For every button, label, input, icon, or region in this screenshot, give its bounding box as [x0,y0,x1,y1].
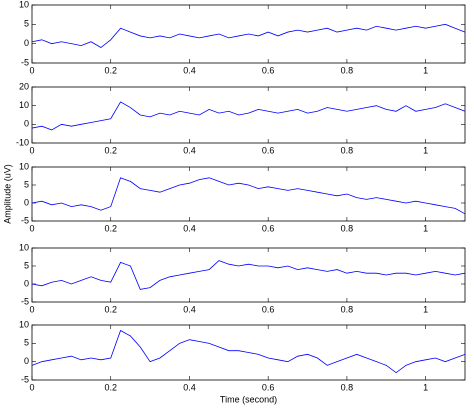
y-tick-label: 20 [19,81,29,91]
y-tick-label: 0 [24,278,29,288]
y-tick-label: -10 [16,137,29,147]
y-tick-label: 10 [19,242,29,252]
x-tick-label: 0.8 [341,145,354,155]
x-tick-label: 0 [29,65,34,75]
x-tick-label: 1 [423,65,428,75]
y-tick-label: 0 [24,197,29,207]
y-axis-label: Amplitude (uV) [2,164,12,224]
x-tick-label: 1 [423,145,428,155]
axes-frame [31,247,466,303]
signal-trace [31,329,466,374]
y-tick-label: -5 [21,57,29,67]
x-tick-label: 0.4 [183,65,196,75]
x-tick-label: 0.8 [341,382,354,392]
x-tick-label: 0 [29,304,34,314]
x-tick-label: 0 [29,145,34,155]
axes-frame [31,324,466,381]
x-tick-label: 0.4 [183,145,196,155]
x-axis-label: Time (second) [220,394,277,404]
x-tick-label: 0.4 [183,304,196,314]
x-tick-label: 0.8 [341,223,354,233]
y-tick-label: 10 [19,161,29,171]
x-tick-label: 0.4 [183,382,196,392]
x-tick-label: 0.6 [262,382,275,392]
axes-frame [31,4,466,64]
signal-trace [31,177,466,215]
y-tick-label: -5 [21,374,29,384]
signal-trace [31,101,466,131]
x-tick-label: 0.8 [341,304,354,314]
y-tick-label: 10 [19,100,29,110]
y-tick-label: -5 [21,296,29,306]
y-tick-label: 10 [19,0,29,9]
x-tick-label: 0.6 [262,65,275,75]
x-tick-label: 0.6 [262,145,275,155]
x-tick-label: 0.6 [262,223,275,233]
axes-frame [31,86,466,144]
y-tick-label: 5 [24,19,29,29]
x-tick-label: 0.6 [262,304,275,314]
x-tick-label: 0.8 [341,65,354,75]
y-tick-label: 0 [24,38,29,48]
axes-frame [31,166,466,222]
x-tick-label: 0.2 [104,382,117,392]
x-tick-label: 0.4 [183,223,196,233]
x-tick-label: 0 [29,382,34,392]
x-tick-label: 0 [29,223,34,233]
y-tick-label: -5 [21,215,29,225]
y-tick-label: 10 [19,319,29,329]
x-tick-label: 0.2 [104,65,117,75]
y-tick-label: 0 [24,119,29,129]
y-tick-label: 5 [24,260,29,270]
x-tick-label: 0.2 [104,145,117,155]
x-tick-label: 1 [423,304,428,314]
x-tick-label: 0.2 [104,304,117,314]
x-tick-label: 1 [423,223,428,233]
y-tick-label: 5 [24,179,29,189]
y-tick-label: 0 [24,356,29,366]
signal-trace [31,260,466,290]
x-tick-label: 1 [423,382,428,392]
y-tick-label: 5 [24,338,29,348]
signal-trace [31,23,466,49]
x-tick-label: 0.2 [104,223,117,233]
